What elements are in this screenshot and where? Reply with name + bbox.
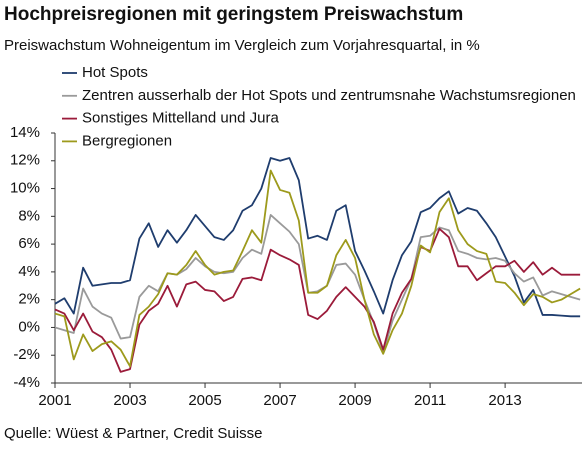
y-tick-label: 2% [18,291,40,308]
y-tick-label: 8% [18,207,40,224]
legend-label: Sonstiges Mittelland und Jura [82,110,279,127]
x-tick-label: 2013 [488,392,521,409]
y-tick-label: 4% [18,263,40,280]
series-line [54,157,581,318]
x-tick-label: 2007 [263,392,296,409]
y-tick-label: -4% [13,374,40,391]
chart-title: Hochpreisregionen mit geringstem Preiswa… [4,4,463,25]
series-line [54,169,581,368]
series-line [54,227,581,373]
y-tick-label: 14% [10,124,40,141]
y-tick-label: 0% [18,318,40,335]
source: Quelle: Wüest & Partner, Credit Suisse [4,425,262,442]
series-line [54,214,581,354]
x-tick-label: 2003 [113,392,146,409]
legend-label: Hot Spots [82,64,148,81]
y-tick-label: 12% [10,152,40,169]
y-tick-label: -2% [13,346,40,363]
x-tick-label: 2009 [338,392,371,409]
y-tick-label: 6% [18,235,40,252]
x-tick-label: 2011 [414,392,446,409]
x-tick-label: 2001 [38,392,71,409]
y-tick-label: 10% [10,180,40,197]
x-tick-label: 2005 [188,392,221,409]
legend-label: Bergregionen [82,132,172,149]
legend-label: Zentren ausserhalb der Hot Spots und zen… [82,87,576,104]
chart-subtitle: Preiswachstum Wohneigentum im Vergleich … [4,37,480,54]
